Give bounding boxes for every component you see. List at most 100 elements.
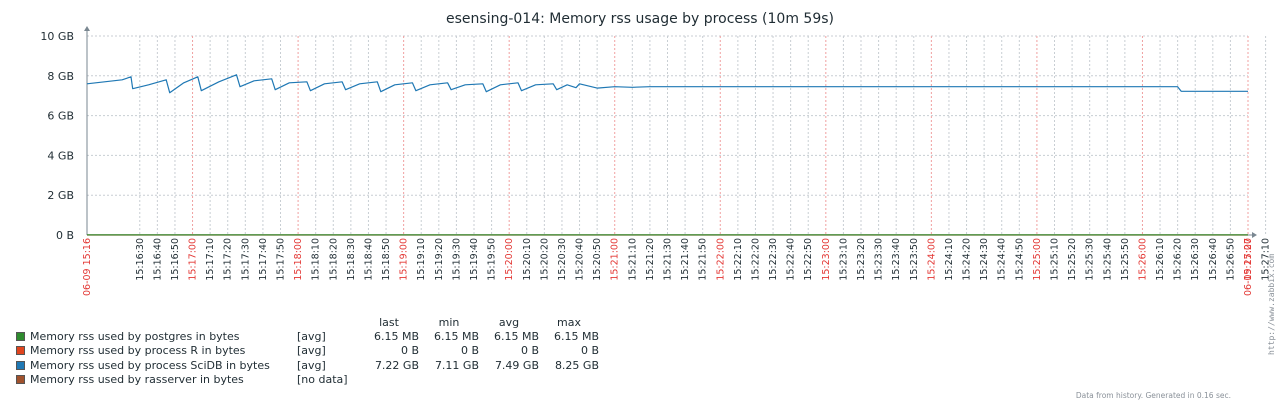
x-tick-label: 15:22:40 [786,238,797,281]
x-tick-label: 15:18:30 [346,238,357,281]
y-tick-label: 0 B [56,229,74,242]
x-tick-label: 15:19:50 [487,238,498,281]
y-tick-label: 4 GB [47,149,74,162]
x-tick-label: 15:20:20 [539,238,550,281]
y-axis: 10 GB 8 GB 6 GB 4 GB 2 GB 0 B [40,26,90,242]
x-axis: 06-09 15:16 15:16:30 15:16:40 15:16:50 15:17… [82,232,1272,296]
x-tick-label: 06-09 15:27 [1243,238,1254,296]
x-tick-label: 15:24:40 [997,238,1008,281]
legend-item-avg: 7.49 GB [494,358,539,372]
x-tick-label: 15:25:10 [1050,238,1061,281]
x-tick-label: 15:18:50 [381,238,392,281]
x-tick-label: 15:23:10 [838,238,849,281]
x-tick-label: 15:25:50 [1120,238,1131,281]
legend-item-max: 0 B [580,344,599,358]
legend-item-func: [avg] [297,358,326,372]
legend-item-scidb: Memory rss used by process SciDB in byte… [16,358,599,373]
legend-item-max: 6.15 MB [553,329,599,343]
legend-swatch [16,331,25,341]
x-tick-label: 15:22:00 [715,238,726,281]
legend-item-min: 7.11 GB [434,358,479,372]
series-lines [86,74,1248,236]
x-tick-label: 15:21:30 [663,238,674,281]
legend-header-min: min [438,315,460,329]
y-tick-label: 6 GB [47,110,74,123]
x-tick-label: 15:24:10 [944,238,955,281]
legend-item-last: 6.15 MB [373,329,419,343]
x-tick-label: 15:19:10 [416,238,427,281]
x-tick-label: 15:19:30 [451,238,462,281]
x-tick-label: 15:21:40 [680,238,691,281]
legend-item-name: Memory rss used by rasserver in bytes [30,373,244,387]
x-tick-label: 15:22:20 [750,238,761,281]
legend-header-max: max [557,315,581,329]
x-tick-label: 15:27:00 [1243,238,1254,281]
chart-grid [87,35,1267,236]
x-tick-label: 15:24:20 [962,238,973,281]
x-tick-label: 15:26:40 [1208,238,1219,281]
x-tick-label: 15:25:00 [1032,238,1043,281]
x-tick-label: 15:26:00 [1137,238,1148,281]
x-tick-label: 15:18:00 [293,238,304,281]
x-tick-label: 15:25:20 [1067,238,1078,281]
x-tick-label: 15:24:00 [926,238,937,281]
legend-swatch [16,375,25,385]
x-tick-label: 15:21:20 [645,238,656,281]
x-tick-label: 15:20:00 [504,238,515,281]
x-tick-label: 15:23:30 [874,238,885,281]
legend-item-max: 8.25 GB [554,358,599,372]
legend-item-rasserver: Memory rss used by rasserver in bytes [n… [16,373,599,388]
legend-item-min: 0 B [460,344,479,358]
x-tick-label: 15:23:50 [909,238,920,281]
x-tick-label: 15:19:00 [399,238,410,281]
x-tick-label: 15:17:40 [258,238,269,281]
legend-item-min: 6.15 MB [433,329,479,343]
legend-item-func: [avg] [297,329,326,343]
x-tick-label: 15:23:40 [891,238,902,281]
x-axis-arrow [1252,232,1257,238]
x-tick-label: 15:26:50 [1225,238,1236,281]
x-tick-label: 15:16:30 [135,238,146,281]
x-tick-label: 15:20:10 [522,238,533,281]
x-tick-label: 15:24:50 [1014,238,1025,281]
side-watermark: http://www.zabbix.com [1267,254,1276,355]
series-line-0 [86,74,1248,94]
x-tick-label: 15:18:10 [311,238,322,281]
x-tick-label: 15:21:00 [610,238,621,281]
x-tick-label: 15:20:40 [575,238,586,281]
x-tick-label: 15:25:40 [1102,238,1113,281]
x-tick-label: 15:26:30 [1190,238,1201,281]
legend-item-r: Memory rss used by process R in bytes [a… [16,344,599,359]
legend-item-postgres: Memory rss used by postgres in bytes [av… [16,329,599,344]
x-tick-label: 15:16:50 [170,238,181,281]
legend-item-name: Memory rss used by postgres in bytes [30,329,240,343]
legend-item-name: Memory rss used by process R in bytes [30,344,246,358]
x-tick-label: 15:22:30 [768,238,779,281]
x-tick-label: 15:17:30 [240,238,251,281]
x-tick-label: 15:22:10 [733,238,744,281]
x-tick-label: 15:23:20 [856,238,867,281]
x-tick-label: 15:16:40 [152,238,163,281]
x-tick-label: 15:17:50 [276,238,287,281]
x-tick-label: 15:19:40 [469,238,480,281]
x-tick-label: 15:17:20 [223,238,234,281]
x-tick-label: 15:17:10 [205,238,216,281]
legend-item-last: 0 B [400,344,419,358]
x-tick-label: 15:19:20 [434,238,445,281]
y-tick-label: 2 GB [47,189,74,202]
x-tick-label: 15:26:10 [1155,238,1166,281]
x-tick-label: 15:26:20 [1173,238,1184,281]
x-tick-label: 15:20:30 [557,238,568,281]
legend-item-avg: 0 B [520,344,539,358]
legend-swatch [16,360,25,370]
footer-note: Data from history. Generated in 0.16 sec… [1075,391,1231,400]
legend-item-avg: 6.15 MB [493,329,539,343]
x-tick-label: 06-09 15:16 [82,238,93,296]
x-tick-label: 15:21:10 [627,238,638,281]
legend-item-func: [avg] [297,344,326,358]
x-tick-label: 15:17:00 [188,238,199,281]
legend-header: last min avg max [16,315,599,329]
legend-header-avg: avg [498,315,520,329]
legend-header-last: last [379,315,399,329]
y-tick-label: 8 GB [47,70,74,83]
